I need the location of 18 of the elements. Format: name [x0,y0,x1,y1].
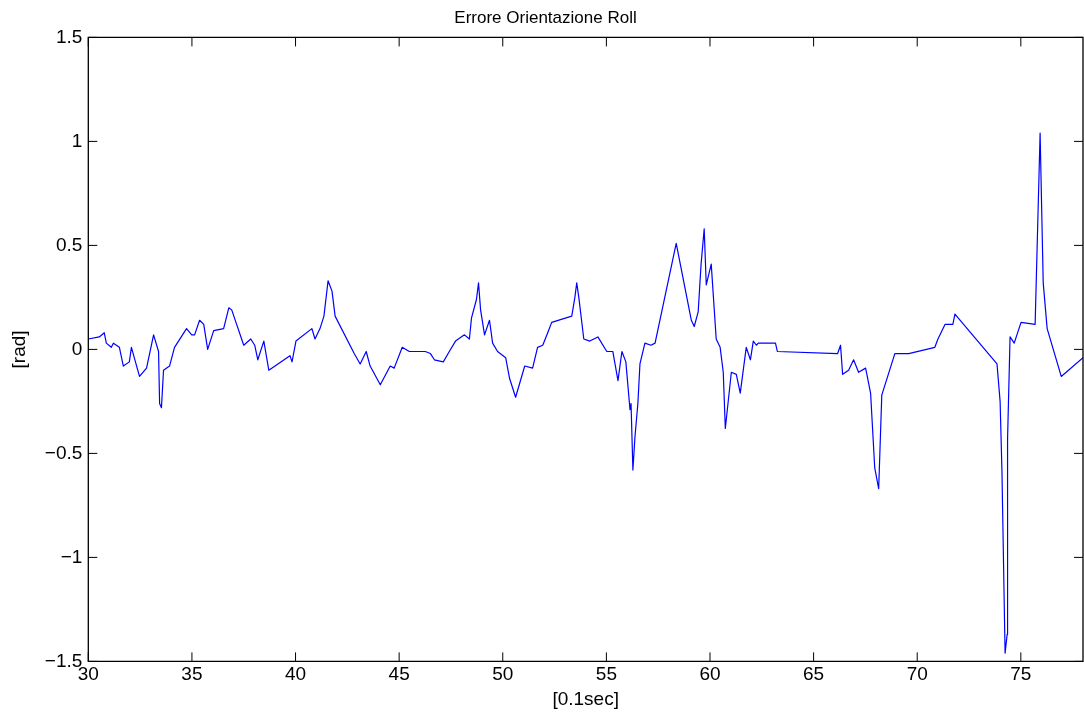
x-tick-label: 50 [492,663,514,685]
x-tick-label: 65 [803,663,825,685]
x-tick-label: 75 [1010,663,1032,685]
y-tick-label: −1 [60,545,83,567]
x-tick-label: 40 [284,663,307,685]
y-tick-label: 0.5 [55,233,83,255]
y-tick-label: −0.5 [44,441,83,463]
x-tick-label: 70 [906,663,928,685]
x-tick-label: 35 [181,663,203,685]
x-tick-label: 45 [388,663,410,685]
x-tick-label: 55 [595,663,617,685]
y-tick-label: 0 [71,337,83,359]
x-axis-title: [0.1sec] [552,687,619,709]
y-tick-label: 1 [71,129,83,151]
y-axis-title: [rad] [7,330,29,369]
x-tick-label: 60 [699,663,721,685]
chart-title: Errore Orientazione Roll [454,7,637,27]
y-tick-label: 1.5 [55,25,83,47]
